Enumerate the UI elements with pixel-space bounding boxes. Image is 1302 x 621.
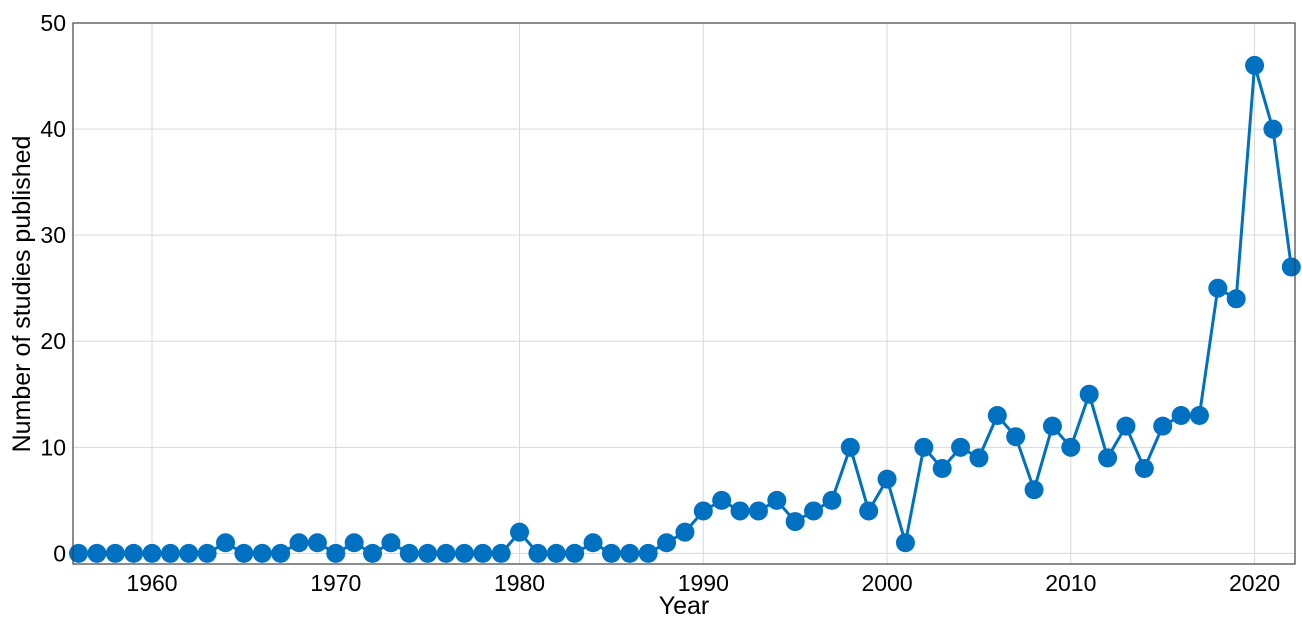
data-point: [528, 543, 548, 563]
data-point: [1116, 416, 1136, 436]
x-tick-label: 1960: [126, 570, 177, 596]
data-point: [197, 543, 217, 563]
x-tick-labels: 1960 1970 1980 1990 2000 2010 2020: [126, 570, 1280, 596]
data-point: [1079, 384, 1099, 404]
data-point: [1134, 459, 1154, 479]
data-point: [1153, 416, 1173, 436]
x-tick-label: 1980: [494, 570, 545, 596]
data-point: [510, 522, 530, 542]
x-tick-label: 2010: [1045, 570, 1096, 596]
data-point: [399, 543, 419, 563]
y-tick-labels: 0 10 20 30 40 50: [40, 10, 66, 566]
data-point: [565, 543, 585, 563]
data-point: [877, 469, 897, 489]
data-point: [767, 490, 787, 510]
data-point: [179, 543, 199, 563]
data-point: [418, 543, 438, 563]
data-point: [307, 533, 327, 553]
y-tick-label: 50: [40, 10, 66, 36]
data-point: [987, 405, 1007, 425]
data-point: [601, 543, 621, 563]
data-point: [804, 501, 824, 521]
series-polyline: [78, 63, 1293, 555]
x-tick-label: 1970: [310, 570, 361, 596]
data-point: [1042, 416, 1062, 436]
data-point: [1171, 405, 1191, 425]
y-tick-label: 0: [53, 540, 66, 566]
data-point: [1208, 278, 1228, 298]
y-tick-label: 10: [40, 434, 66, 460]
data-point: [1281, 257, 1301, 277]
data-point: [675, 522, 695, 542]
data-point: [895, 533, 915, 553]
data-point: [491, 543, 511, 563]
data-point: [216, 533, 236, 553]
y-tick-label: 20: [40, 328, 66, 354]
data-point: [932, 459, 952, 479]
data-point: [914, 437, 934, 457]
data-point: [1061, 437, 1081, 457]
data-point: [638, 543, 658, 563]
data-point: [620, 543, 640, 563]
x-tick-label: 2020: [1229, 570, 1280, 596]
data-point: [1189, 405, 1209, 425]
data-point: [271, 543, 291, 563]
data-point: [326, 543, 346, 563]
data-point: [87, 543, 107, 563]
data-point: [1098, 448, 1118, 468]
data-point: [234, 543, 254, 563]
data-point: [657, 533, 677, 553]
grid: [73, 22, 1295, 564]
data-point: [712, 490, 732, 510]
data-points: [69, 55, 1301, 563]
data-point: [583, 533, 603, 553]
data-point: [1226, 289, 1246, 309]
data-point: [748, 501, 768, 521]
data-point: [1245, 55, 1265, 75]
data-point: [105, 543, 125, 563]
data-point: [142, 543, 162, 563]
data-point: [381, 533, 401, 553]
data-point: [289, 533, 309, 553]
data-point: [344, 533, 364, 553]
data-point: [1006, 427, 1026, 447]
x-axis-title: Year: [659, 592, 710, 620]
y-tick-label: 40: [40, 116, 66, 142]
y-axis-title: Number of studies published: [8, 136, 36, 453]
data-point: [730, 501, 750, 521]
data-point: [785, 512, 805, 532]
data-point: [363, 543, 383, 563]
data-point: [840, 437, 860, 457]
data-point: [124, 543, 144, 563]
data-point: [859, 501, 879, 521]
data-point: [473, 543, 493, 563]
data-point: [454, 543, 474, 563]
data-point: [252, 543, 272, 563]
data-point: [160, 543, 180, 563]
data-point: [1263, 119, 1283, 139]
plot-frame: [72, 22, 1296, 565]
x-tick-label: 1990: [678, 570, 729, 596]
data-point: [69, 543, 89, 563]
y-tick-label: 30: [40, 222, 66, 248]
data-point: [951, 437, 971, 457]
series-line: [78, 63, 1293, 555]
data-point: [1024, 480, 1044, 500]
data-point: [546, 543, 566, 563]
data-point: [822, 490, 842, 510]
x-tick-label: 2000: [861, 570, 912, 596]
data-point: [969, 448, 989, 468]
data-point: [693, 501, 713, 521]
data-point: [436, 543, 456, 563]
